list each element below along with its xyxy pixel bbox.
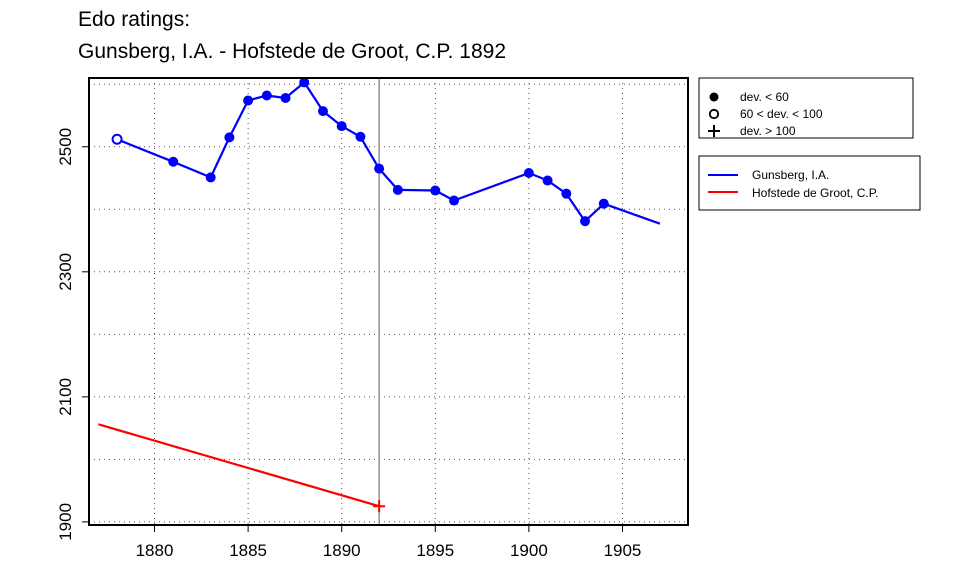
data-point xyxy=(449,195,460,206)
x-tick-label: 1890 xyxy=(323,541,361,560)
legend-dev-lt-60: dev. < 60 xyxy=(740,90,789,104)
legend-filled-circle-icon xyxy=(709,92,719,102)
series-points xyxy=(111,77,609,513)
x-tick-label: 1880 xyxy=(136,541,174,560)
data-point xyxy=(205,172,216,183)
x-tick-label: 1885 xyxy=(229,541,267,560)
series-line-1 xyxy=(98,423,380,508)
x-tick-label: 1895 xyxy=(416,541,454,560)
data-point xyxy=(561,188,572,199)
data-point xyxy=(224,132,235,143)
data-point xyxy=(523,168,534,179)
data-point xyxy=(336,121,347,132)
data-point xyxy=(299,77,310,88)
legend-open-circle-icon xyxy=(708,108,720,120)
grid-lines xyxy=(89,78,688,525)
data-point xyxy=(355,131,366,142)
data-point xyxy=(280,93,291,104)
data-point xyxy=(374,163,385,174)
legend-dev-60-100: 60 < dev. < 100 xyxy=(740,107,823,121)
data-point xyxy=(111,133,123,145)
series-legend: Gunsberg, I.A. Hofstede de Groot, C.P. xyxy=(698,155,921,211)
y-tick-label: 2300 xyxy=(56,253,75,291)
chart-title: Edo ratings: xyxy=(78,8,191,31)
data-point xyxy=(373,500,386,513)
x-tick-label: 1900 xyxy=(510,541,548,560)
data-point xyxy=(580,216,591,227)
plot-frame xyxy=(88,77,689,526)
legend-plus-icon xyxy=(708,125,720,137)
data-point xyxy=(542,175,553,186)
legend-series-gunsberg: Gunsberg, I.A. xyxy=(752,168,829,182)
legend-series-hofstede: Hofstede de Groot, C.P. xyxy=(752,186,879,200)
x-tick-label: 1905 xyxy=(604,541,642,560)
data-point xyxy=(430,185,441,196)
y-tick-label: 1900 xyxy=(56,503,75,541)
axes: 1880 1885 1890 1895 1900 1905 1900 2100 2300 2500 xyxy=(56,128,641,560)
y-tick-label: 2500 xyxy=(56,128,75,166)
data-point xyxy=(243,95,254,106)
deviation-legend-box xyxy=(698,77,914,139)
chart-subtitle: Gunsberg, I.A. - Hofstede de Groot, C.P.… xyxy=(78,40,507,63)
data-point xyxy=(261,90,272,101)
legend-dev-gt-100: dev. > 100 xyxy=(740,124,796,138)
data-point xyxy=(392,184,403,195)
y-tick-label: 2100 xyxy=(56,378,75,416)
deviation-legend: dev. < 60 60 < dev. < 100 dev. > 100 xyxy=(698,77,914,139)
data-point xyxy=(317,106,328,117)
data-point xyxy=(598,198,609,209)
series-line-0 xyxy=(116,81,661,225)
data-point xyxy=(168,156,179,167)
series-legend-box xyxy=(698,155,921,211)
